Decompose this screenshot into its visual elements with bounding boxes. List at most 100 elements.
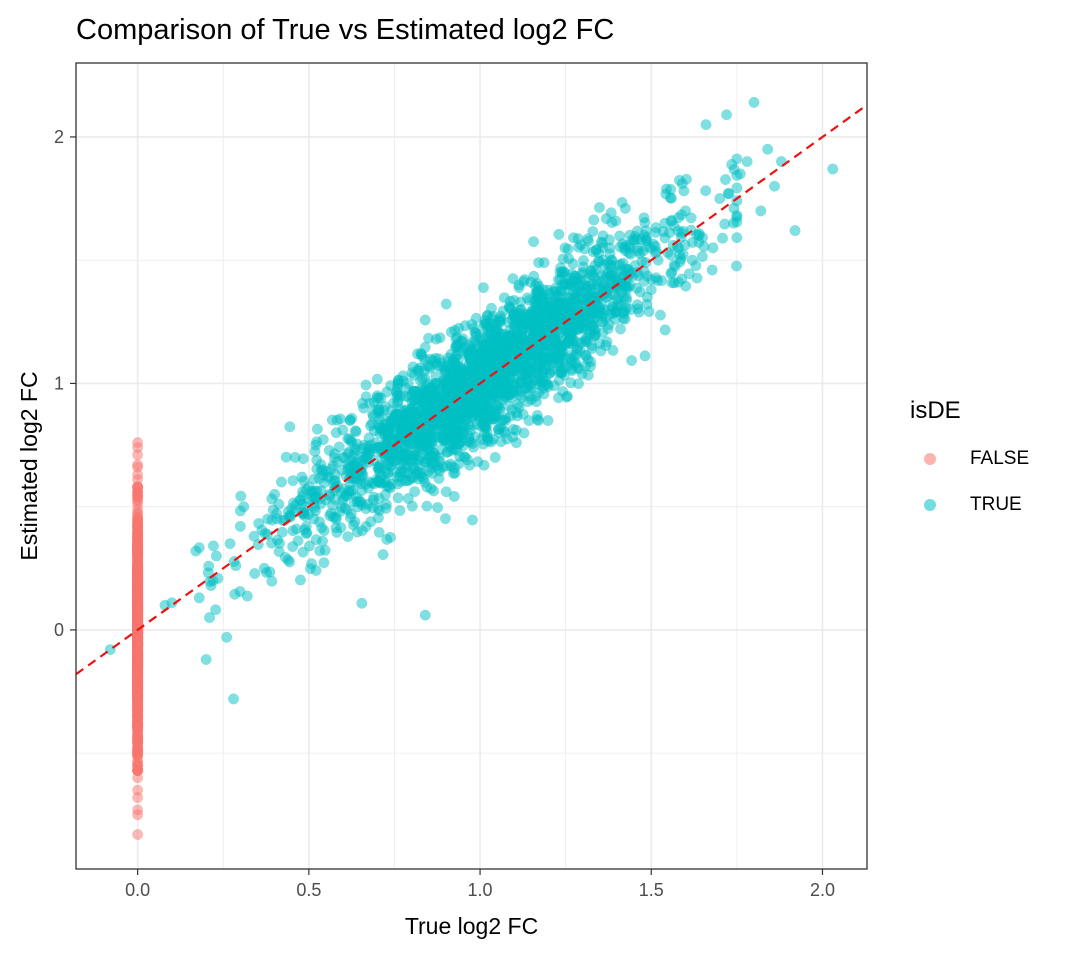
data-point-true [446,444,458,457]
data-point-true [287,525,299,537]
data-point-true [542,353,555,365]
data-point-true [466,318,478,331]
data-point-true [289,451,301,463]
legend-marker-true [924,499,936,511]
data-point-true [292,535,304,547]
data-point-true [282,506,294,518]
data-point-true [714,193,726,205]
legend-title: isDE [910,397,961,424]
data-point-true [516,326,528,338]
data-point-true [466,514,479,526]
data-point-true [626,354,638,367]
data-point-true [762,143,774,155]
data-point-true [573,323,585,335]
data-point-true [556,279,568,291]
data-point-true [563,333,575,345]
data-point-true [439,513,452,525]
x-tick-label: 0.0 [125,880,150,900]
data-point-true [521,315,533,327]
data-point-true [269,488,281,500]
data-point-true [554,343,566,355]
data-point-true [230,560,242,572]
data-point-true [639,217,651,229]
data-point-true [399,414,411,426]
data-point-true [385,451,397,463]
data-point-true [504,330,516,342]
data-point-true [300,527,312,540]
data-point-true [421,500,433,512]
data-point-true [193,592,205,604]
data-point-true [384,531,397,543]
data-point-true [356,597,368,609]
data-point-true [330,522,342,534]
data-point-true [597,327,609,339]
data-point-true [542,414,554,427]
data-point-true [593,201,605,214]
data-point-true [238,501,250,513]
x-tick-label: 1.5 [639,880,664,900]
data-point-true [296,471,308,483]
data-point-true [601,282,613,294]
data-point-true [726,158,738,171]
data-point-true [421,481,433,493]
y-tick-label: 1 [54,373,64,393]
data-point-true [453,340,466,353]
data-point-true [605,207,617,219]
data-point-true [481,382,493,394]
data-point-true [427,451,440,463]
data-point-true [522,365,534,377]
data-point-true [533,257,545,269]
data-point-true [488,353,500,365]
data-point-true [235,490,247,502]
legend: isDE FALSE TRUE [910,394,1060,528]
data-point-true [406,402,418,414]
data-point-true [700,185,712,197]
data-point-true [351,476,363,488]
data-point-true [472,456,484,468]
data-point-true [371,373,383,385]
data-point-true [464,344,477,357]
data-point-true [549,316,561,328]
data-point-true [314,545,326,557]
data-point-true [249,567,261,580]
data-point-false [132,791,144,804]
data-point-true [632,266,644,279]
data-point-true [430,370,442,383]
data-point-true [362,498,374,510]
data-point-true [789,225,801,237]
data-point-true [515,303,527,316]
data-point-true [618,242,630,254]
data-point-true [507,423,519,435]
data-point-true [559,242,571,254]
data-point-true [207,540,219,552]
data-point-true [449,467,461,479]
data-point-true [498,292,510,304]
data-point-true [210,604,222,616]
legend-item-false: FALSE [910,436,1060,482]
data-point-true [533,414,545,427]
data-point-true [440,298,452,310]
data-point-true [275,476,288,488]
data-point-true [203,560,215,572]
data-point-true [363,476,375,488]
axis-ticks: 0.0 0.5 1.0 1.5 2.0 0 1 2 [54,127,835,900]
data-point-true [241,590,253,602]
data-point-true [542,381,554,393]
data-point-true [344,512,356,524]
data-point-true [221,631,233,643]
data-point-true [511,384,523,396]
data-point-true [575,337,587,349]
data-point-true [394,505,406,517]
data-point-true [625,303,637,316]
data-point-true [553,228,565,240]
data-point-true [467,365,479,377]
data-point-true [440,486,452,498]
data-point-true [727,217,740,229]
x-tick-label: 2.0 [810,880,835,900]
data-point-true [493,343,506,355]
data-point-true [614,230,626,242]
data-point-true [373,526,385,538]
data-point-true [408,450,421,462]
data-point-true [409,486,421,498]
